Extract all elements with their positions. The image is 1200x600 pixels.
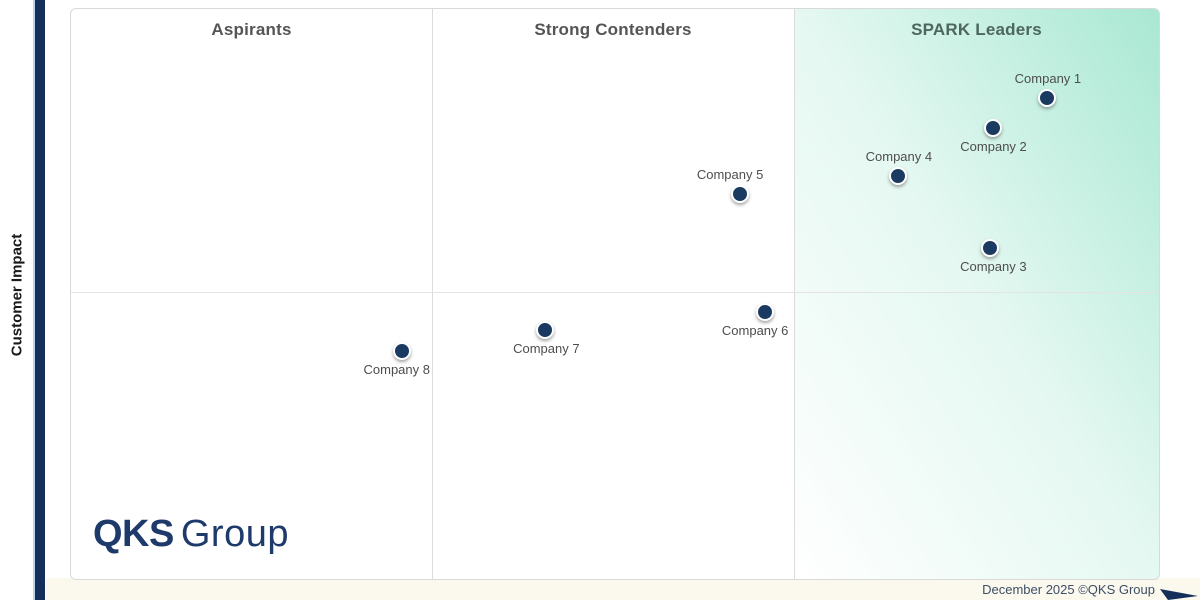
logo-group-text: Group xyxy=(180,513,289,555)
x-axis-arrowhead-icon xyxy=(1160,589,1198,600)
qks-group-logo: QKS Group xyxy=(93,512,289,556)
company-label: Company 7 xyxy=(513,340,580,356)
company-label: Company 2 xyxy=(960,139,1027,155)
plot-area: Company 1 Company 2 Company 3 Company 4 Comp… xyxy=(71,9,1159,579)
spark-matrix-chart: Aspirants Strong Contenders SPARK Leader… xyxy=(70,8,1160,580)
quadrant-title-strong-contenders: Strong Contenders xyxy=(534,20,692,39)
company-label: Company 3 xyxy=(960,258,1027,274)
footer-note: December 2025 ©QKS Group xyxy=(982,582,1155,597)
quadrant-divider-horizontal xyxy=(71,292,1159,293)
company-label: Company 4 xyxy=(865,149,933,164)
company-dot xyxy=(731,185,750,204)
company-label: Company 6 xyxy=(721,323,789,339)
company-dot xyxy=(981,238,1000,257)
logo-qks-text: QKS xyxy=(93,513,174,555)
company-dot xyxy=(888,167,907,185)
company-dot xyxy=(756,303,775,322)
bottom-strip xyxy=(46,578,1200,600)
y-axis-bar xyxy=(33,0,45,600)
quadrant-title-aspirants: Aspirants xyxy=(211,20,292,39)
company-dot xyxy=(1037,88,1056,107)
company-label: Company 5 xyxy=(696,167,764,183)
y-axis-label: Customer Impact xyxy=(8,233,26,357)
company-dot xyxy=(983,119,1002,138)
quadrant-divider-vertical-1 xyxy=(432,9,433,579)
quadrant-title-spark-leaders: SPARK Leaders xyxy=(911,20,1042,39)
company-dot xyxy=(536,320,555,339)
quadrant-divider-vertical-2 xyxy=(794,9,795,579)
company-label: Company 8 xyxy=(363,362,430,377)
company-label: Company 1 xyxy=(1014,70,1082,86)
company-dot xyxy=(392,342,411,360)
leaders-gradient xyxy=(794,9,1159,579)
